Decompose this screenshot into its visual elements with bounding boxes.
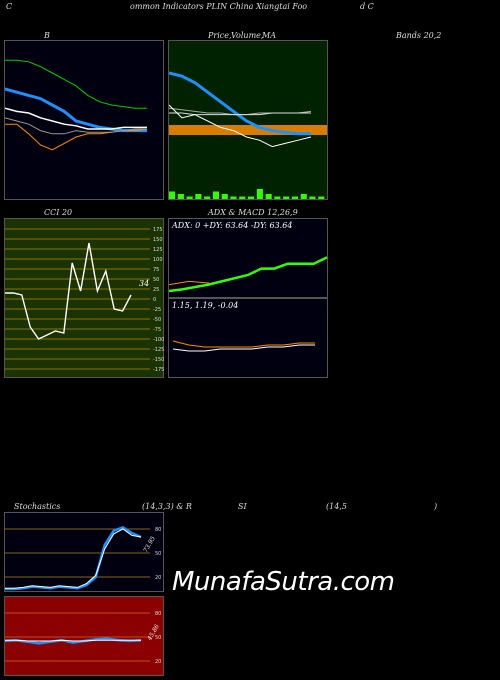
adx-chart <box>169 256 328 293</box>
cci-tick-label: 0 <box>153 297 156 303</box>
cci-tick-label: 175 <box>153 227 163 233</box>
adx-series-minus <box>169 280 210 286</box>
stoch-series-d <box>5 528 142 589</box>
bollinger-series-0 <box>5 59 147 109</box>
price-series-2 <box>169 112 311 116</box>
macd-chart <box>172 340 315 352</box>
stoch-grid-tick-label: 50 <box>155 551 161 557</box>
rsi-grid-tick-label: 20 <box>155 659 161 665</box>
adx-series-plus <box>169 256 328 293</box>
macd-series-signal <box>172 340 315 348</box>
cci-value-label: 34 <box>139 279 150 288</box>
stoch-grid-tick-label: 20 <box>155 575 161 581</box>
price-label-c: MA <box>262 31 276 40</box>
watermark: MunafaSutra.com <box>172 567 395 597</box>
volume-bar <box>283 196 290 199</box>
price-band <box>169 125 327 135</box>
cci-tick-label: -150 <box>153 357 164 363</box>
cci-tick-label: 150 <box>153 237 163 243</box>
volume-bar <box>309 196 316 199</box>
stoch-label-d: (14,5 <box>326 502 347 511</box>
price-series-0 <box>169 71 311 136</box>
macd-readout: 1.15, 1.19, -0.04 <box>172 301 239 310</box>
volume-bar <box>248 196 255 199</box>
cci-tick-label: -125 <box>153 347 164 353</box>
rsi-chart: 80 50 20 <box>5 611 161 665</box>
volume-bar <box>177 194 184 199</box>
stoch-label-c: SI <box>238 502 247 511</box>
cci-tick-label: -25 <box>153 307 161 313</box>
volume-bar <box>318 196 325 199</box>
volume-bar <box>239 196 246 199</box>
stoch-panel: 80 50 20 73.95 <box>4 512 164 592</box>
volume-bar <box>274 196 281 199</box>
volume-bar <box>204 196 211 199</box>
bollinger-chart <box>5 59 148 151</box>
price-panel <box>168 40 328 200</box>
cci-chart: 175 150 125 100 75 50 25 0 -25 -50 -75 -100 -125 -150… <box>5 227 164 373</box>
macd-series-line <box>172 344 315 352</box>
header-center: ommon Indicators PLIN China Xiangtai Foo <box>130 2 308 11</box>
stoch-chart: 80 50 20 <box>5 526 161 591</box>
cci-tick-label: -75 <box>153 327 161 333</box>
cci-series <box>5 242 132 340</box>
cci-panel: 175 150 125 100 75 50 25 0 -25 -50 -75 -100 -125 -150… <box>4 218 164 378</box>
volume-bar <box>230 196 237 199</box>
volume-bar <box>256 189 263 199</box>
cci-tick-label: 75 <box>153 267 159 273</box>
stoch-label-b: (14,3,3) & R <box>142 502 192 511</box>
stoch-grid-tick-label: 80 <box>155 527 161 533</box>
header-left: C <box>6 2 13 11</box>
cci-tick-label: 25 <box>153 287 159 293</box>
stoch-series-k <box>5 526 142 591</box>
cci-tick-label: -50 <box>153 317 161 323</box>
rsi-panel: 80 50 20 45.86 <box>4 596 164 676</box>
cci-tick-label: 125 <box>153 247 163 253</box>
rsi-series-avg <box>5 639 141 642</box>
stoch-label-a: Stochastics <box>14 502 61 511</box>
stoch-label-e: ) <box>434 502 438 511</box>
macd-panel: 1.15, 1.19, -0.04 <box>168 298 328 378</box>
price-label-b: Volume, <box>231 31 264 40</box>
cci-tick-label: 100 <box>153 257 163 263</box>
volume-bar <box>265 194 272 199</box>
bollinger-series-1 <box>5 87 147 133</box>
volume-bar <box>300 194 307 199</box>
rsi-grid-tick-label: 50 <box>155 635 161 641</box>
bollinger-series-4 <box>5 117 147 135</box>
price-label-a: Price, <box>208 31 232 40</box>
adx-label: ADX & MACD 12,26,9 <box>208 208 298 217</box>
bollinger-panel <box>4 40 164 200</box>
header-right: d C <box>360 2 374 11</box>
bollinger-label: B <box>44 31 50 40</box>
cci-tick-label: 50 <box>153 277 159 283</box>
volume-bar <box>169 191 176 199</box>
rsi-grid-tick-label: 80 <box>155 611 161 617</box>
price-series-3 <box>169 104 312 148</box>
cci-tick-label: -100 <box>153 337 164 343</box>
bollinger-series-2 <box>5 107 147 130</box>
volume-bar <box>212 191 219 199</box>
volume-bar <box>291 196 298 199</box>
price-chart <box>169 71 327 199</box>
volume-bar <box>186 196 193 199</box>
bands-label: Bands 20,2 <box>396 31 442 40</box>
adx-readout: ADX: 0 +DY: 63.64 -DY: 63.64 <box>172 221 293 230</box>
cci-tick-label: -175 <box>153 367 164 373</box>
volume-bar <box>195 194 202 199</box>
volume-bar <box>221 194 228 199</box>
adx-panel: ADX: 0 +DY: 63.64 -DY: 63.64 <box>168 218 328 298</box>
cci-label: CCI 20 <box>44 208 73 217</box>
